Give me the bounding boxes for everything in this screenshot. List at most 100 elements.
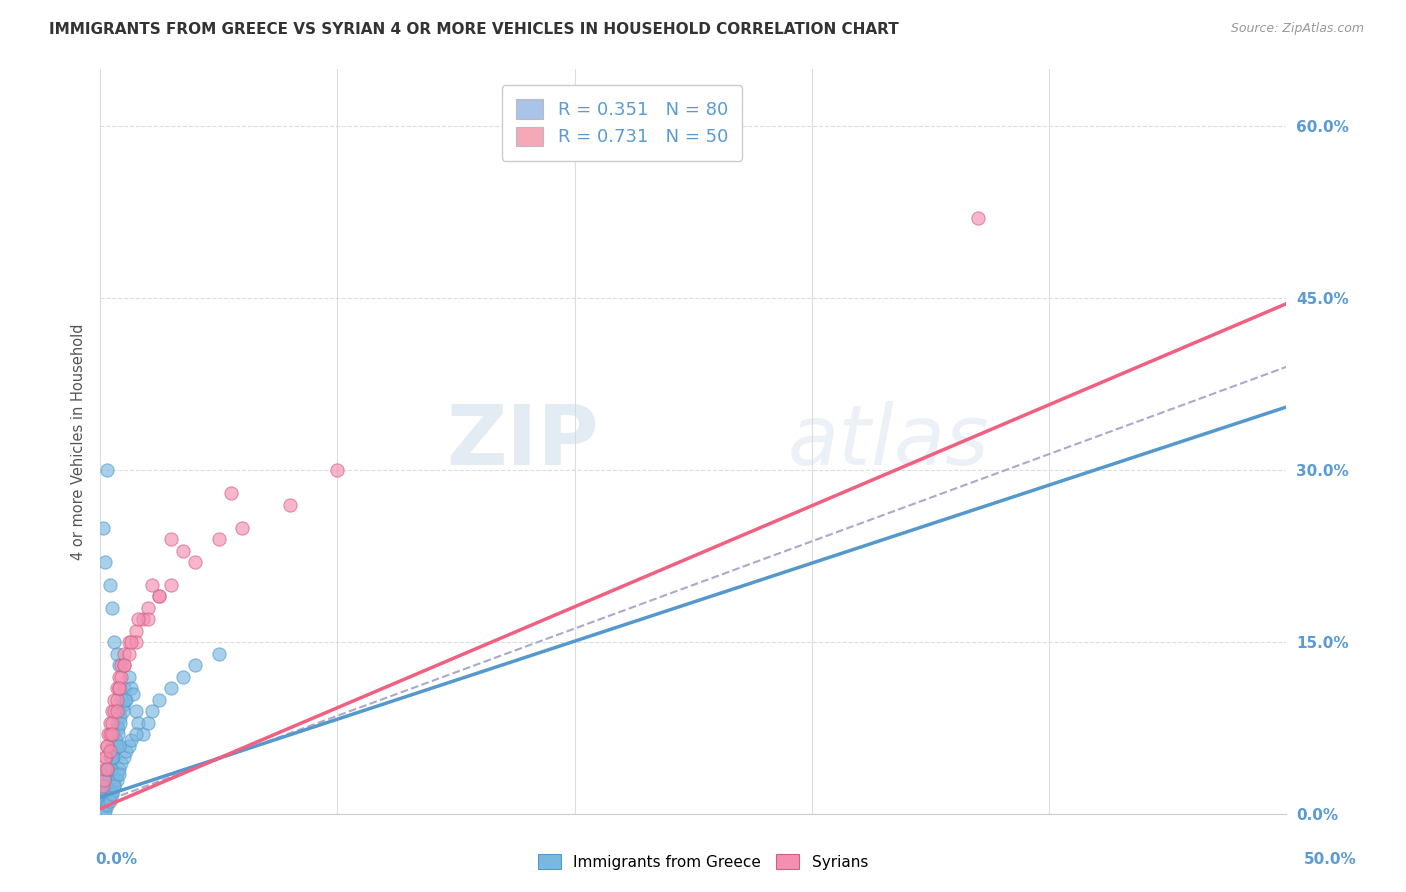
Text: Source: ZipAtlas.com: Source: ZipAtlas.com <box>1230 22 1364 36</box>
Point <box>105 715 128 730</box>
Point <box>98 578 121 592</box>
Point <box>98 790 121 805</box>
Point <box>160 532 183 546</box>
Text: atlas: atlas <box>789 401 990 482</box>
Point <box>103 772 125 787</box>
Legend: R = 0.351   N = 80, R = 0.731   N = 50: R = 0.351 N = 80, R = 0.731 N = 50 <box>502 85 742 161</box>
Point <box>104 739 127 753</box>
Point <box>103 635 125 649</box>
Point <box>132 612 155 626</box>
Point <box>112 681 135 696</box>
Point <box>91 520 114 534</box>
Point <box>101 787 124 801</box>
Point <box>115 744 138 758</box>
Point <box>94 779 117 793</box>
Point <box>105 704 128 718</box>
Point <box>110 756 132 770</box>
Point <box>208 647 231 661</box>
Point <box>94 555 117 569</box>
Point <box>105 772 128 787</box>
Point <box>101 715 124 730</box>
Point <box>148 590 170 604</box>
Y-axis label: 4 or more Vehicles in Household: 4 or more Vehicles in Household <box>72 323 86 560</box>
Point <box>105 767 128 781</box>
Text: ZIP: ZIP <box>446 401 599 482</box>
Point <box>231 520 253 534</box>
Point <box>105 681 128 696</box>
Point <box>125 624 148 638</box>
Point <box>96 463 118 477</box>
Point <box>184 658 207 673</box>
Point <box>94 762 117 776</box>
Point <box>111 704 134 718</box>
Point <box>108 681 131 696</box>
Point <box>115 692 138 706</box>
Point <box>110 670 132 684</box>
Point <box>91 802 114 816</box>
Point <box>94 804 117 818</box>
Point <box>101 601 124 615</box>
Point <box>103 727 125 741</box>
Point <box>141 704 163 718</box>
Point <box>108 739 131 753</box>
Point <box>97 767 120 781</box>
Point <box>966 211 988 225</box>
Point <box>93 796 115 810</box>
Point <box>125 727 148 741</box>
Point <box>100 756 122 770</box>
Point <box>96 790 118 805</box>
Point <box>94 750 117 764</box>
Point <box>172 543 194 558</box>
Point <box>101 744 124 758</box>
Point <box>96 739 118 753</box>
Point <box>101 750 124 764</box>
Point <box>160 681 183 696</box>
Point <box>96 762 118 776</box>
Point <box>326 463 349 477</box>
Point <box>117 670 139 684</box>
Point <box>148 692 170 706</box>
Point <box>125 635 148 649</box>
Point <box>125 704 148 718</box>
Text: IMMIGRANTS FROM GREECE VS SYRIAN 4 OR MORE VEHICLES IN HOUSEHOLD CORRELATION CHA: IMMIGRANTS FROM GREECE VS SYRIAN 4 OR MO… <box>49 22 898 37</box>
Point <box>111 698 134 713</box>
Point <box>101 704 124 718</box>
Point <box>117 647 139 661</box>
Point <box>94 772 117 787</box>
Point <box>219 486 242 500</box>
Point <box>96 762 118 776</box>
Point <box>278 498 301 512</box>
Point <box>96 796 118 810</box>
Point <box>136 601 159 615</box>
Point <box>122 687 145 701</box>
Point <box>93 790 115 805</box>
Point <box>108 762 131 776</box>
Point <box>112 658 135 673</box>
Point <box>107 727 129 741</box>
Point <box>98 727 121 741</box>
Point <box>103 692 125 706</box>
Point <box>104 732 127 747</box>
Point <box>101 750 124 764</box>
Point <box>112 658 135 673</box>
Point <box>96 762 118 776</box>
Point <box>98 715 121 730</box>
Point <box>91 779 114 793</box>
Point <box>132 727 155 741</box>
Text: 50.0%: 50.0% <box>1303 852 1357 867</box>
Point <box>184 555 207 569</box>
Point <box>120 732 142 747</box>
Point <box>110 710 132 724</box>
Point <box>97 727 120 741</box>
Point <box>127 715 149 730</box>
Point <box>160 578 183 592</box>
Point <box>98 794 121 808</box>
Point <box>120 635 142 649</box>
Point <box>141 578 163 592</box>
Point <box>108 767 131 781</box>
Point <box>114 692 136 706</box>
Point <box>105 647 128 661</box>
Point <box>98 750 121 764</box>
Point <box>98 784 121 798</box>
Point <box>101 739 124 753</box>
